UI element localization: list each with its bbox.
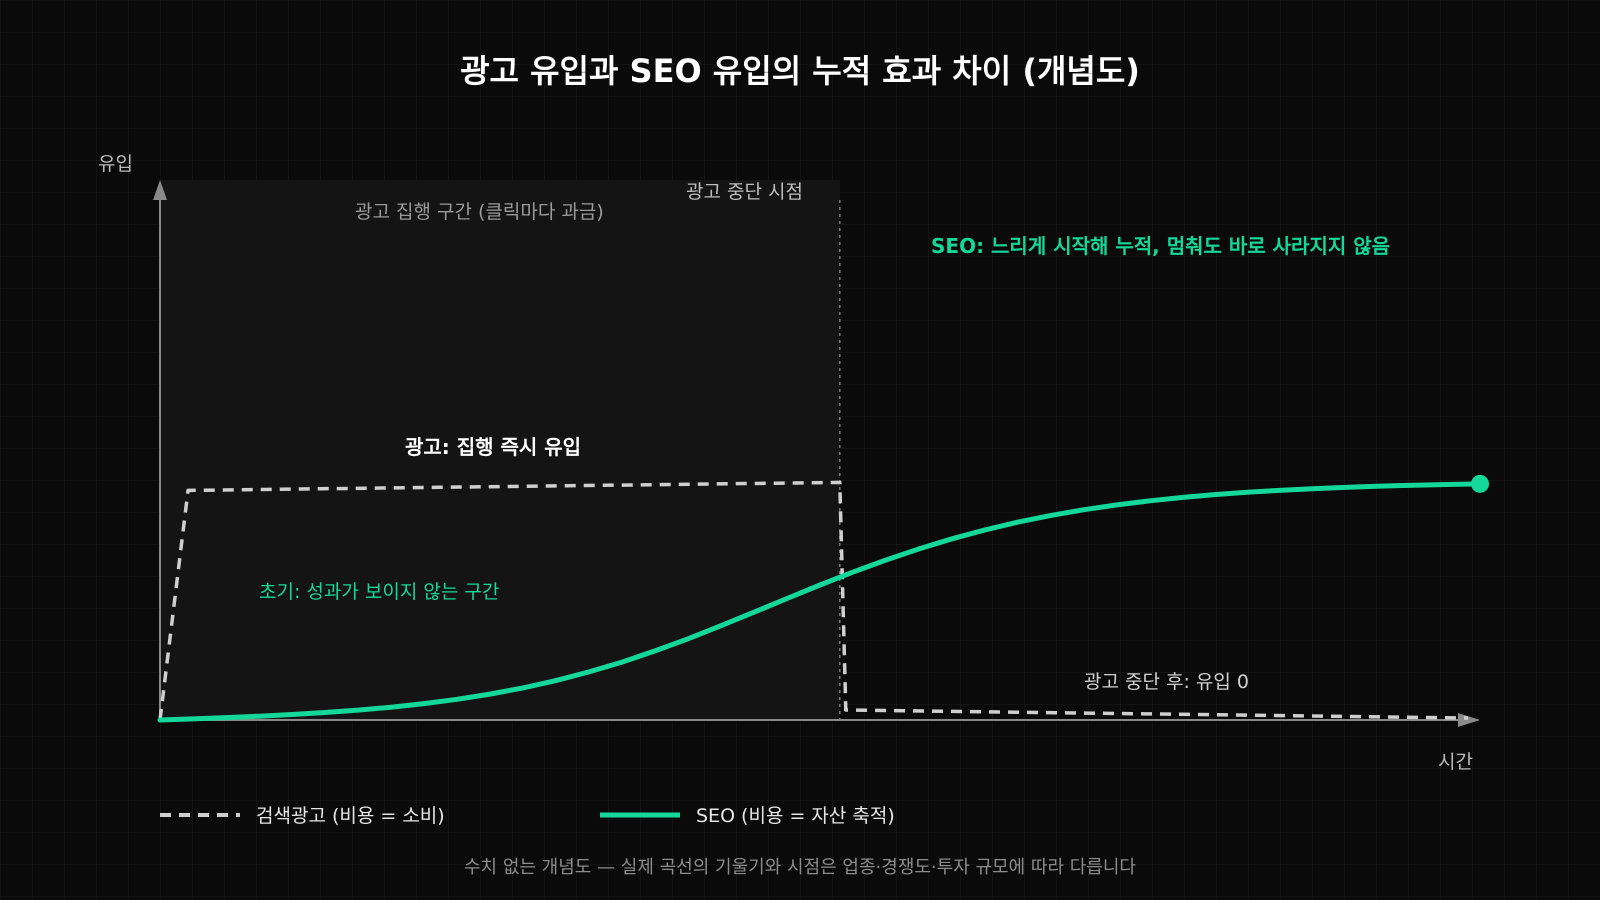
ad-series-line bbox=[158, 480, 1469, 721]
legend-ad-label: 검색광고 (비용 = 소비) bbox=[256, 805, 445, 827]
x-axis-arrow-icon bbox=[1458, 713, 1480, 727]
legend-seo-label: SEO (비용 = 자산 축적) bbox=[696, 805, 895, 827]
ad-stop-marker-label: 광고 중단 시점 bbox=[686, 181, 803, 203]
ad-annotation: 광고: 집행 즉시 유입 bbox=[405, 435, 581, 459]
seo-series-line bbox=[157, 481, 1483, 723]
ad-region-label: 광고 집행 구간 (클릭마다 과금) bbox=[355, 201, 604, 223]
y-axis-arrow-icon bbox=[153, 180, 167, 200]
post-ad-annotation: 광고 중단 후: 유입 0 bbox=[1084, 671, 1249, 693]
footnote: 수치 없는 개념도 — 실제 곡선의 기울기와 시점은 업종·경쟁도·투자 규모… bbox=[464, 857, 1136, 878]
x-axis-label: 시간 bbox=[1438, 751, 1473, 773]
early-phase-annotation: 초기: 성과가 보이지 않는 구간 bbox=[259, 581, 499, 603]
ad-execution-region bbox=[160, 180, 840, 720]
seo-end-point bbox=[1471, 474, 1489, 493]
chart-title: 광고 유입과 SEO 유입의 누적 효과 차이 (개념도) bbox=[460, 52, 1140, 90]
y-axis-label: 유입 bbox=[98, 153, 133, 175]
seo-annotation: SEO: 느리게 시작해 누적, 멈춰도 바로 사라지지 않음 bbox=[931, 234, 1390, 258]
